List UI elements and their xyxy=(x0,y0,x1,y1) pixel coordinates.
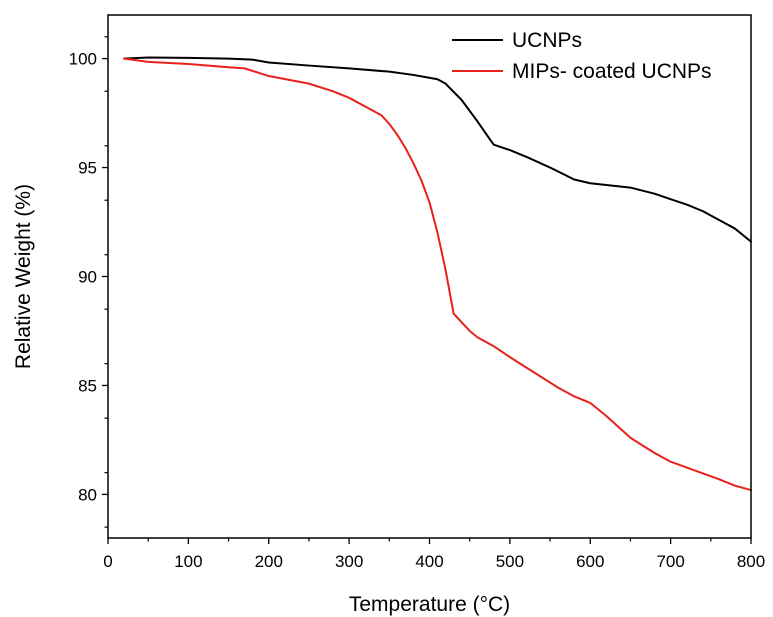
y-tick-label: 95 xyxy=(78,159,97,178)
x-tick-label: 600 xyxy=(576,552,604,571)
x-tick-label: 500 xyxy=(496,552,524,571)
x-tick-label: 200 xyxy=(255,552,283,571)
plot-frame xyxy=(107,14,752,539)
x-tick-label: 0 xyxy=(103,552,112,571)
legend-label: UCNPs xyxy=(512,29,582,52)
legend: UCNPs MIPs- coated UCNPs xyxy=(452,29,712,83)
series-line-mips-coated-ucnps xyxy=(123,57,752,492)
y-tick-label: 85 xyxy=(78,376,97,395)
y-tick-label: 90 xyxy=(78,268,97,287)
x-tick-label: 300 xyxy=(335,552,363,571)
x-tick-label: 400 xyxy=(415,552,443,571)
x-tick-label: 100 xyxy=(174,552,202,571)
series-line-ucnps xyxy=(123,56,752,243)
y-axis-title: Relative Weight (%) xyxy=(12,184,35,369)
y-tick-label: 100 xyxy=(69,50,97,69)
y-axis: 80 85 90 95 100 xyxy=(69,36,108,528)
legend-label: MIPs- coated UCNPs xyxy=(512,60,712,83)
x-tick-label: 800 xyxy=(737,552,765,571)
y-tick-label: 80 xyxy=(78,485,97,504)
x-axis: 0 100 200 300 400 500 600 700 800 xyxy=(103,538,765,571)
series-layer xyxy=(123,56,752,492)
x-tick-label: 700 xyxy=(656,552,684,571)
x-axis-title: Temperature (°C) xyxy=(349,593,510,616)
